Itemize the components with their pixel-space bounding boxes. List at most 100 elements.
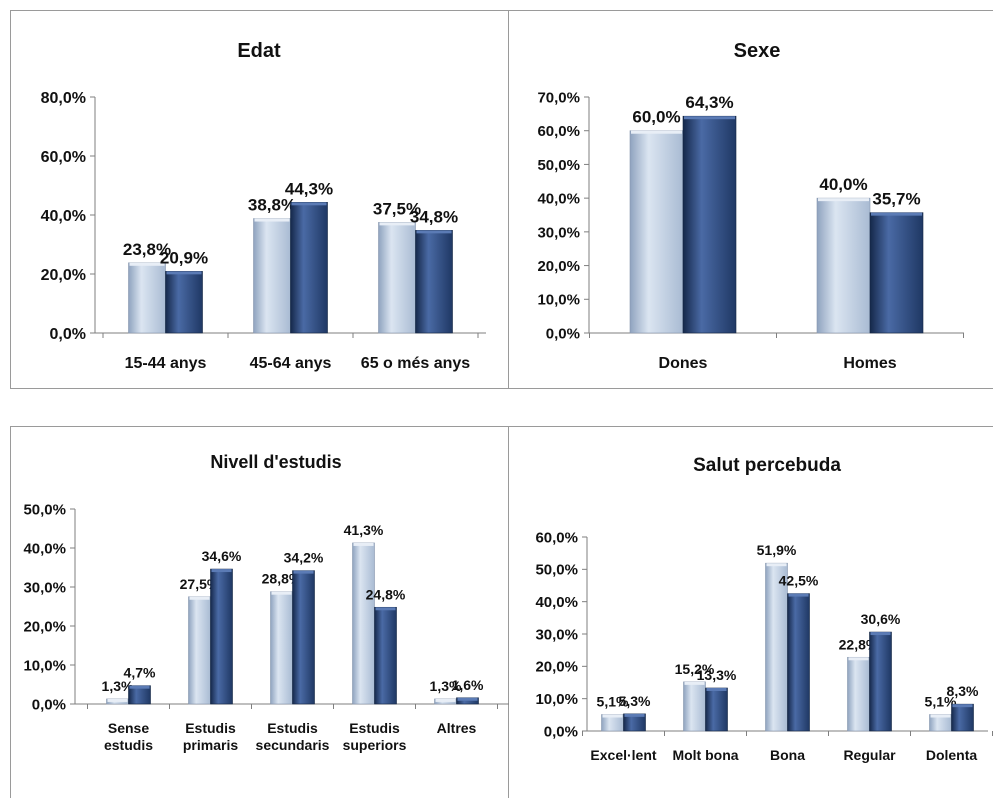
bar-top-highlight: [375, 607, 396, 611]
data-label: 15,2%: [675, 661, 715, 677]
bar-top-highlight: [818, 198, 869, 202]
y-tick-label: 20,0%: [535, 659, 578, 676]
y-tick-label: 0,0%: [32, 696, 66, 713]
bar-top-highlight: [107, 698, 128, 702]
bar-top-highlight: [291, 202, 327, 206]
bar-top-highlight: [624, 713, 645, 717]
bar-top-highlight: [631, 130, 682, 134]
bar-series-2: [415, 230, 453, 334]
data-label: 34,2%: [284, 550, 324, 566]
y-tick-label: 80,0%: [41, 90, 86, 107]
bar-top-highlight: [684, 116, 735, 120]
chart-title: Nivell d'estudis: [210, 452, 341, 472]
bar-top-highlight: [353, 542, 374, 546]
data-label: 35,7%: [872, 190, 920, 209]
data-label: 8,3%: [947, 683, 979, 699]
bar-series-2: [290, 202, 328, 334]
x-category-label: primaris: [183, 737, 238, 753]
x-category-label: Altres: [437, 720, 477, 736]
bar-top-highlight: [684, 681, 705, 685]
data-label: 41,3%: [344, 522, 384, 538]
x-category-label: Estudis: [267, 720, 318, 736]
data-label: 28,8%: [262, 571, 302, 587]
y-tick-label: 20,0%: [41, 267, 86, 284]
y-tick-label: 50,0%: [537, 157, 580, 174]
x-category-label: Bona: [770, 747, 805, 763]
bar-series-2: [787, 593, 810, 732]
bottom-panels-top-border: [10, 426, 993, 427]
data-label: 51,9%: [757, 542, 797, 558]
bar-series-1: [816, 197, 871, 334]
bar-top-highlight: [271, 591, 292, 595]
data-label: 5,1%: [925, 694, 957, 710]
chart-salut: Salut percebuda 0,0% 10,0% 20,0% 30,0% 40,0% 5…: [535, 455, 993, 763]
y-tick-label: 0,0%: [50, 326, 86, 343]
bar-series-1: [847, 656, 870, 732]
chart-title: Sexe: [734, 40, 781, 62]
y-tick-label: 40,0%: [41, 208, 86, 225]
y-tick-label: 60,0%: [535, 529, 578, 546]
data-label: 5,1%: [597, 694, 629, 710]
y-tick-label: 70,0%: [537, 89, 580, 106]
bar-series-2: [210, 568, 233, 705]
bottom-left-border: [10, 426, 11, 798]
top-panels-bottom-border: [10, 388, 993, 389]
x-category-label: secundaris: [256, 737, 330, 753]
data-label: 1,3%: [430, 678, 462, 694]
data-label: 24,8%: [366, 586, 406, 602]
x-category-label: 15-44 anys: [125, 355, 207, 372]
chart-panel-edat: Edat 0,0% 20,0% 40,0% 60,0% 80,0% 15-44 anys 23…: [11, 11, 507, 387]
x-category-label: superiors: [343, 737, 407, 753]
bar-series-2: [682, 115, 737, 334]
bar-top-highlight: [129, 685, 150, 689]
bar-top-highlight: [952, 704, 973, 708]
bar-series-1: [253, 218, 291, 334]
data-label: 1,3%: [102, 678, 134, 694]
data-label: 5,3%: [619, 693, 651, 709]
x-category-label: Sense: [108, 720, 149, 736]
chart-title: Salut percebuda: [693, 455, 841, 476]
y-tick-label: 0,0%: [544, 723, 578, 740]
x-category-label: Molt bona: [672, 747, 738, 763]
data-label: 13,3%: [697, 667, 737, 683]
bar-top-highlight: [788, 593, 809, 597]
y-tick-label: 0,0%: [546, 325, 580, 342]
x-category-label: Homes: [843, 355, 896, 372]
bar-top-highlight: [166, 271, 202, 275]
x-category-label: Excel·lent: [590, 747, 656, 763]
bar-top-highlight: [416, 230, 452, 234]
y-tick-label: 50,0%: [23, 501, 66, 518]
y-tick-label: 40,0%: [537, 191, 580, 208]
y-tick-label: 40,0%: [23, 540, 66, 557]
bar-top-highlight: [435, 698, 456, 702]
x-category-label: 65 o més anys: [361, 355, 471, 372]
y-tick-label: 30,0%: [23, 579, 66, 596]
y-tick-label: 20,0%: [23, 618, 66, 635]
y-tick-label: 60,0%: [537, 123, 580, 140]
data-label: 42,5%: [779, 573, 819, 589]
y-tick-label: 30,0%: [537, 224, 580, 241]
bar-series-1: [378, 222, 416, 334]
chart-estudis: Nivell d'estudis 0,0% 10,0% 20,0% 30,0% 40,0%…: [23, 452, 510, 753]
data-label: 27,5%: [180, 576, 220, 592]
bar-series-2: [869, 212, 924, 334]
top-divider: [508, 10, 509, 389]
bar-top-highlight: [254, 218, 290, 222]
bar-top-highlight: [870, 632, 891, 636]
x-category-label: Estudis: [349, 720, 400, 736]
chart-panel-estudis: Nivell d'estudis 0,0% 10,0% 20,0% 30,0% 40,0%…: [11, 427, 510, 798]
bar-series-1: [352, 542, 375, 705]
y-tick-label: 20,0%: [537, 258, 580, 275]
data-label: 40,0%: [819, 175, 867, 194]
bar-top-highlight: [211, 569, 232, 573]
bar-series-2: [869, 631, 892, 732]
data-label: 60,0%: [632, 108, 680, 127]
data-label: 64,3%: [685, 93, 733, 112]
data-label: 34,6%: [202, 548, 242, 564]
data-label: 44,3%: [285, 179, 333, 198]
x-category-label: Dones: [659, 355, 708, 372]
chart-panel-sexe: Sexe 0,0% 10,0% 20,0% 30,0% 40,0% 50,0% 60,0% 70…: [509, 11, 993, 387]
y-tick-label: 10,0%: [23, 657, 66, 674]
top-panels-top-border: [10, 10, 993, 11]
bar-top-highlight: [871, 212, 922, 216]
